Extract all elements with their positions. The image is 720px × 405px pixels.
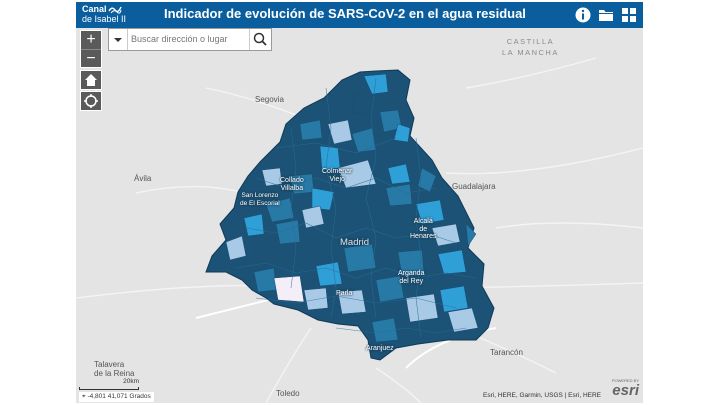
municipality-patch[interactable] [465,223,477,247]
municipality-patch[interactable] [315,261,343,287]
search-widget [108,28,272,51]
municipality-patch[interactable] [327,119,353,145]
label-collado-villalba: Collado Villalba [280,177,304,192]
municipality-patch[interactable] [417,167,437,193]
municipality-patches [225,73,479,343]
municipality-patch[interactable] [303,287,329,311]
label-madrid: Madrid [340,237,370,248]
municipality-patch[interactable] [225,235,247,261]
municipality-patch[interactable] [265,197,295,223]
coordinates-text: -4,801 41,071 Grados [87,393,151,400]
label-alcala: Alcalá de Henares [410,218,437,240]
municipality-patch[interactable] [415,199,445,225]
esri-name: esri [612,382,639,399]
folder-icon[interactable] [597,6,615,24]
app-window: Canal de Isabel II Indicador de evolució… [76,2,643,403]
search-input[interactable] [131,31,245,47]
municipality-patch[interactable] [431,223,461,247]
home-icon [85,74,97,86]
home-button[interactable] [80,70,102,90]
municipality-patch[interactable] [439,285,469,313]
label-guadalajara: Guadalajara [452,182,496,191]
municipality-patch[interactable] [273,275,305,303]
label-san-lorenzo: San Lorenzo de El Escorial [240,192,280,207]
map-view[interactable]: + − CASTILLA LA MANCHA Segovia Ávila Gua… [76,28,643,403]
municipality-patch[interactable] [337,289,367,315]
map-canvas [76,57,643,403]
map-attribution[interactable]: Esri, HERE, Garmin, USGS | Esri, HERE [483,392,601,399]
municipality-patch[interactable] [385,183,413,207]
municipality-patch[interactable] [311,187,335,211]
municipality-patch[interactable] [437,249,467,275]
municipality-patch[interactable] [275,219,301,245]
label-talavera: Talavera de la Reina [94,360,135,378]
municipality-patch[interactable] [371,317,399,343]
municipality-patch[interactable] [405,293,439,323]
logo-line2: de Isabel II [82,14,127,24]
municipality-patch[interactable] [301,205,325,229]
municipality-patch[interactable] [343,243,377,273]
search-icon [253,32,267,46]
app-title: Indicador de evolución de SARS-CoV-2 en … [164,6,526,21]
municipality-patch[interactable] [363,73,389,95]
label-aranjuez: Aranjuez [366,345,394,352]
municipality-patch[interactable] [319,145,341,171]
municipality-patch[interactable] [397,249,425,277]
scale-bar-line [79,387,139,390]
municipality-patch[interactable] [393,123,411,143]
zoom-in-button[interactable]: + [86,31,96,48]
label-arganda: Arganda del Rey [398,270,425,285]
label-toledo: Toledo [276,389,300,398]
locate-icon [84,94,98,108]
coordinates-icon: ⌖ [82,393,88,400]
municipality-patch[interactable] [387,163,411,185]
label-tarancon: Tarancón [490,348,523,357]
search-button[interactable] [249,29,271,50]
label-parla: Parla [336,290,353,297]
info-icon[interactable] [574,6,592,24]
app-header: Canal de Isabel II Indicador de evolució… [76,2,643,28]
municipality-patch[interactable] [447,307,479,333]
logo-line1: Canal [82,4,107,14]
search-source-dropdown[interactable] [109,29,128,50]
municipality-patch[interactable] [299,119,323,141]
wave-icon [108,6,122,14]
label-castilla-la-mancha: CASTILLA LA MANCHA [502,37,559,57]
municipality-patch[interactable] [351,93,373,115]
coordinate-readout: ⌖ -4,801 41,071 Grados [79,392,154,402]
grid-icon[interactable] [620,6,638,24]
municipality-patch[interactable] [253,267,277,293]
label-colmenar-viejo: Colmenar Viejo [322,168,353,183]
esri-logo[interactable]: POWERED BY esri [603,378,639,400]
scale-label: 20km [123,378,139,385]
caret-down-icon [114,38,122,42]
canal-logo: Canal de Isabel II [82,4,144,26]
municipality-patch[interactable] [243,213,265,237]
municipality-patch[interactable] [351,127,377,153]
esri-powered-text: POWERED BY [611,378,639,383]
locate-button[interactable] [80,91,102,111]
label-segovia: Segovia [255,95,284,104]
scale-bar: 20km [79,378,139,390]
zoom-control: + − [80,30,102,68]
zoom-out-button[interactable]: − [81,49,101,68]
label-avila: Ávila [134,174,152,183]
municipality-patch[interactable] [375,275,405,303]
